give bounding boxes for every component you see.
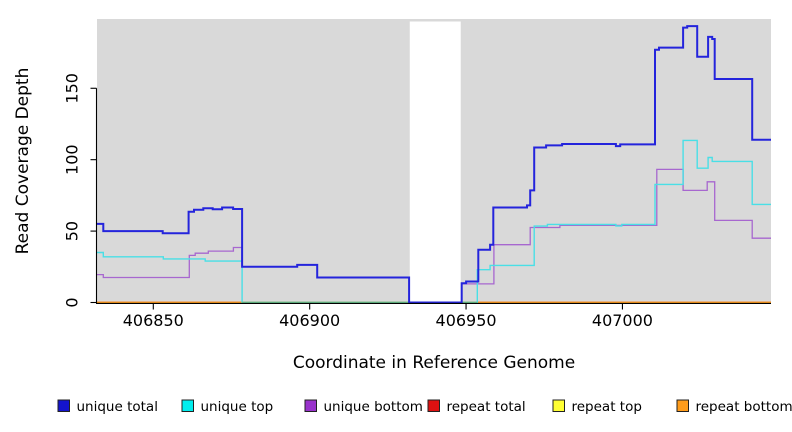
legend-item-unique-total: unique total [57, 399, 158, 415]
no-data-gap-band [409, 21, 461, 302]
y-tick-label: 150 [62, 73, 81, 104]
legend-item-repeat-top: repeat top [552, 399, 642, 415]
legend-swatch [304, 399, 317, 412]
legend-swatch [427, 399, 440, 412]
y-tick-label: 100 [62, 144, 81, 175]
series-layer [97, 21, 771, 304]
x-tick-label: 406850 [123, 311, 184, 330]
x-tick-label: 407000 [592, 311, 653, 330]
x-tick-label: 406950 [436, 311, 497, 330]
y-axis-title: Read Coverage Depth [13, 68, 33, 255]
legend-item-label: repeat total [447, 399, 526, 415]
y-tick-label: 0 [63, 297, 82, 307]
legend-item-repeat-total: repeat total [427, 399, 526, 415]
legend-item-label: unique bottom [324, 399, 423, 415]
legend-item-repeat-bottom: repeat bottom [676, 399, 792, 415]
y-tick-label: 50 [62, 221, 81, 241]
legend-item-label: repeat top [572, 399, 642, 415]
x-tick-label: 406900 [279, 311, 340, 330]
series-line-unique-total [97, 25, 771, 304]
legend-swatch [552, 399, 565, 412]
legend-swatch [676, 399, 689, 412]
legend-item-unique-top: unique top [181, 399, 274, 415]
x-axis-title: Coordinate in Reference Genome [293, 353, 575, 373]
legend-swatch [57, 399, 70, 412]
legend-swatch [181, 399, 194, 412]
legend-item-label: repeat bottom [696, 399, 792, 415]
axes-layer: 0 50 100 150 406850 406900 406950 407000 [62, 73, 771, 330]
legend-item-unique-bottom: unique bottom [304, 399, 423, 415]
legend-item-label: unique top [201, 399, 274, 415]
legend: unique total unique top unique bottom repea… [57, 399, 792, 415]
series-line-unique-top [97, 139, 771, 304]
legend-item-label: unique total [77, 399, 158, 415]
